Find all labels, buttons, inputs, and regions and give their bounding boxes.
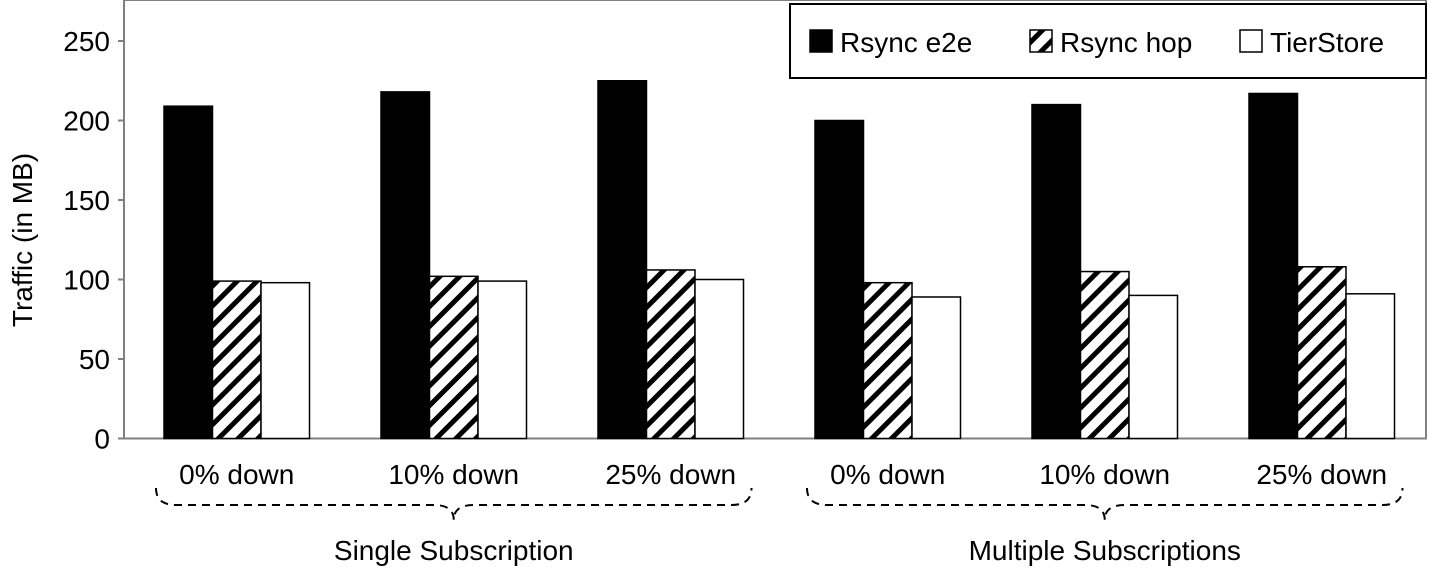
x-tick-label: 25% down (1256, 459, 1387, 490)
legend-label: Rsync hop (1060, 27, 1192, 58)
bar-tierstore (260, 281, 311, 440)
y-tick-label: 0 (94, 424, 110, 455)
bar-rsync-hop (645, 269, 696, 440)
bar-rsync-hop (1296, 266, 1347, 440)
x-tick-label: 0% down (179, 459, 294, 490)
bar-rsync-e2e (1248, 92, 1299, 440)
legend-swatch (1239, 29, 1263, 53)
group-label: Multiple Subscriptions (969, 535, 1241, 566)
legend-box (789, 3, 1427, 79)
bar-rsync-hop (1079, 270, 1130, 440)
bar-tierstore (911, 296, 962, 440)
bar-tierstore (694, 278, 745, 440)
y-axis-label: Traffic (in MB) (7, 153, 38, 327)
group-label: Single Subscription (334, 535, 574, 566)
y-tick-label: 100 (63, 265, 110, 296)
bar-rsync-hop (428, 275, 479, 440)
y-tick-label: 200 (63, 106, 110, 137)
plot-frame (123, 0, 1427, 440)
bar-rsync-e2e (380, 91, 431, 440)
bar-rsync-hop (211, 280, 262, 440)
bar-rsync-e2e (597, 80, 648, 440)
x-tick-label: 0% down (830, 459, 945, 490)
y-tick-label: 250 (63, 26, 110, 57)
x-tick-label: 10% down (388, 459, 519, 490)
bar-rsync-hop (862, 281, 913, 440)
bar-tierstore (477, 280, 528, 440)
y-tick-label: 150 (63, 185, 110, 216)
group-brace (806, 487, 1404, 521)
y-tick-label: 50 (79, 344, 110, 375)
bar-rsync-e2e (814, 119, 865, 440)
x-tick-label: 10% down (1039, 459, 1170, 490)
legend-label: Rsync e2e (840, 27, 972, 58)
bar-tierstore (1128, 294, 1179, 440)
legend-swatch (809, 29, 833, 53)
x-tick-label: 25% down (605, 459, 736, 490)
group-brace (155, 487, 753, 521)
bar-tierstore (1345, 293, 1396, 440)
bar-rsync-e2e (163, 105, 214, 440)
legend-label: TierStore (1270, 27, 1384, 58)
bar-rsync-e2e (1031, 103, 1082, 440)
legend-swatch (1029, 29, 1053, 53)
